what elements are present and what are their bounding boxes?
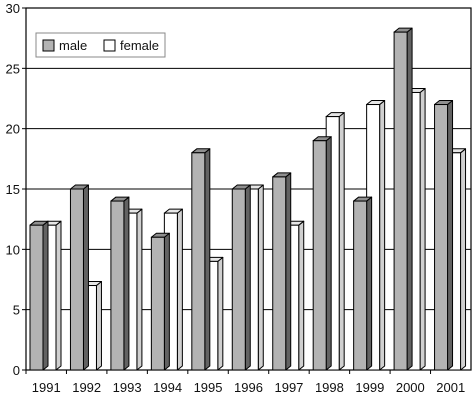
- bar-front: [69, 188, 84, 371]
- bar-side: [419, 87, 426, 371]
- x-tick-label: 2001: [436, 380, 465, 395]
- legend: male female: [35, 32, 166, 58]
- legend-label-male: male: [59, 38, 87, 53]
- y-tick-labels: 0 5 10 15 20 25 30: [6, 1, 20, 378]
- bar-side: [406, 27, 413, 371]
- bar-side: [42, 220, 49, 371]
- x-tick-label: 1997: [274, 380, 303, 395]
- bar-front: [353, 200, 368, 371]
- bar-male-1993: [110, 196, 130, 371]
- bar-male-2000: [393, 27, 413, 371]
- bar-male-1994: [150, 232, 170, 371]
- bar-male-1991: [29, 220, 49, 371]
- legend-box: [35, 32, 166, 58]
- x-tick-label: 2000: [396, 380, 425, 395]
- bar-front: [191, 152, 206, 371]
- bar-male-1999: [353, 196, 373, 371]
- bar-side: [460, 148, 467, 371]
- bar-front: [231, 188, 246, 371]
- y-tick-label: 15: [6, 182, 20, 197]
- y-tick-label: 25: [6, 61, 20, 76]
- bar-side: [163, 232, 170, 371]
- x-tick-label: 1992: [72, 380, 101, 395]
- bar-side: [298, 220, 305, 371]
- y-tick-label: 0: [13, 363, 20, 378]
- bar-side: [338, 112, 345, 371]
- bar-side: [204, 148, 211, 371]
- bar-side: [95, 281, 102, 371]
- legend-label-female: female: [120, 38, 159, 53]
- bar-male-1998: [312, 136, 332, 371]
- x-tick-labels: 1991 1992 1993 1994 1995 1996 1997 1998 1999 2000…: [32, 380, 465, 395]
- bar-front: [434, 104, 449, 371]
- bar-side: [366, 196, 373, 371]
- bar-side: [257, 184, 264, 371]
- bar-front: [272, 176, 287, 371]
- bar-side: [123, 196, 130, 371]
- bar-side: [325, 136, 332, 371]
- legend-swatch-male: [42, 39, 55, 52]
- x-tick-label: 1999: [355, 380, 384, 395]
- bar-male-1997: [272, 172, 292, 371]
- bar-front: [110, 200, 125, 371]
- x-tick-label: 1996: [234, 380, 263, 395]
- bar-side: [136, 208, 143, 371]
- y-tick-label: 20: [6, 122, 20, 137]
- bar-male-1995: [191, 148, 211, 371]
- bar-side: [176, 208, 183, 371]
- bar-front: [312, 140, 327, 371]
- bar-side: [217, 256, 224, 371]
- bar-side: [285, 172, 292, 371]
- y-tick-label: 10: [6, 242, 20, 257]
- x-tick-label: 1994: [153, 380, 182, 395]
- x-tick-label: 1991: [32, 380, 61, 395]
- bar-front: [393, 31, 408, 371]
- x-tick-label: 1998: [315, 380, 344, 395]
- bar-front: [150, 236, 165, 371]
- x-tick-label: 1993: [113, 380, 142, 395]
- bars: [29, 27, 467, 371]
- bar-front: [29, 224, 44, 371]
- bar-side: [55, 220, 62, 371]
- bar-male-1996: [231, 184, 251, 371]
- y-tick-label: 5: [13, 303, 20, 318]
- x-tick-label: 1995: [194, 380, 223, 395]
- bar-side: [447, 100, 454, 371]
- y-tick-label: 30: [6, 1, 20, 16]
- bar-male-1992: [69, 184, 89, 371]
- bar-side: [82, 184, 89, 371]
- legend-swatch-female: [103, 39, 116, 52]
- bar-male-2001: [434, 100, 454, 371]
- bar-side: [244, 184, 251, 371]
- bar-side: [379, 100, 386, 371]
